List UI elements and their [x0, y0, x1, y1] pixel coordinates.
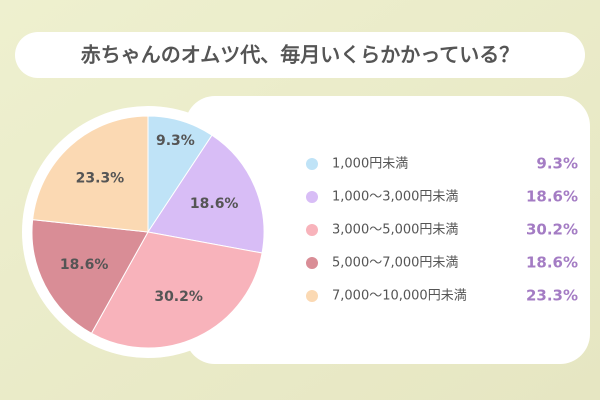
legend-marker — [306, 191, 318, 203]
pie-slice — [31, 219, 149, 334]
legend-label: 3,000〜5,000円未満 — [332, 223, 458, 238]
pie: 9.3% 18.6% 30.2% 18.6% 23.3% — [31, 115, 265, 349]
title-box — [15, 32, 585, 78]
legend-value: 23.3% — [526, 287, 578, 305]
legend: 1,000円未満 9.3% 1,000〜3,000円未満 18.6% 3,000〜5,0… — [306, 155, 578, 305]
legend-value: 9.3% — [536, 155, 578, 173]
chart-title: 赤ちゃんのオムツ代、毎月いくらかかっている？ — [81, 43, 519, 67]
legend-panel — [185, 96, 590, 364]
legend-label: 7,000〜10,000円未満 — [332, 289, 467, 304]
slice-label: 18.6% — [60, 257, 109, 273]
slice-label: 30.2% — [154, 289, 203, 305]
legend-marker — [306, 290, 318, 302]
legend-value: 30.2% — [526, 221, 578, 239]
legend-marker — [306, 224, 318, 236]
pie-slice — [147, 134, 265, 254]
legend-value: 18.6% — [526, 188, 578, 206]
slice-label: 23.3% — [76, 171, 125, 187]
pie-slice — [90, 231, 263, 349]
legend-label: 1,000円未満 — [332, 157, 408, 172]
legend-label: 5,000〜7,000円未満 — [332, 256, 458, 271]
pie-slice — [32, 115, 149, 233]
slice-label: 18.6% — [190, 196, 239, 212]
legend-label: 1,000〜3,000円未満 — [332, 190, 458, 205]
legend-marker — [306, 158, 318, 170]
legend-marker — [306, 257, 318, 269]
legend-value: 18.6% — [526, 254, 578, 272]
slice-label: 9.3% — [156, 133, 195, 149]
